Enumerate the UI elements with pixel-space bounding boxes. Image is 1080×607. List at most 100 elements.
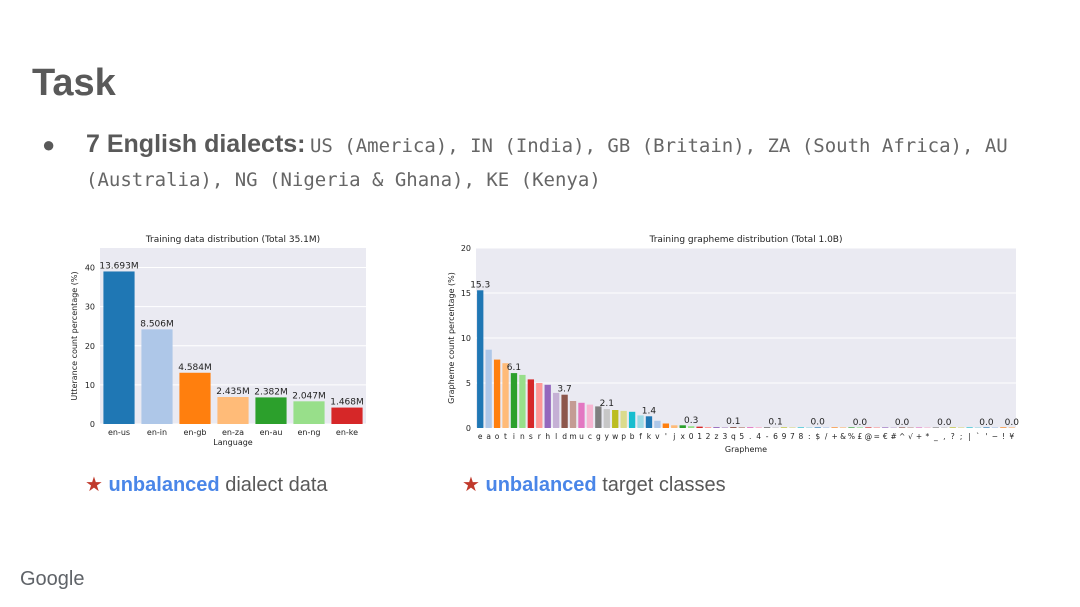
- x-axis-label: Language: [213, 438, 253, 447]
- x-tick-label: b: [630, 432, 635, 441]
- x-tick-label: p: [621, 432, 626, 441]
- bar: [983, 427, 990, 428]
- x-tick-label: `: [976, 432, 980, 441]
- caption-highlight: unbalanced: [108, 474, 220, 496]
- x-tick-label: w: [612, 432, 618, 441]
- bar: [485, 349, 492, 428]
- x-tick-label: √: [908, 432, 913, 441]
- data-label: 15.3: [470, 280, 490, 290]
- data-label: 0.0: [1005, 418, 1020, 428]
- bar: [713, 427, 720, 428]
- bar: [637, 415, 644, 428]
- y-axis-label: Utterance count percentage (%): [70, 271, 79, 400]
- bar: [569, 401, 577, 428]
- caption-target-classes: ★ unbalanced target classes: [462, 472, 726, 497]
- data-label: 0.1: [726, 417, 740, 427]
- bar: [797, 427, 805, 428]
- x-tick-label: −: [992, 432, 998, 441]
- x-tick-label: £: [858, 432, 863, 441]
- data-label: 0.0: [937, 418, 952, 428]
- dialect-distribution-chart: 0 10 20 30 40 en-us en-in en-gb en-za en-au en-ng e…: [70, 235, 366, 447]
- bar: [552, 392, 560, 428]
- caption-dialect-data: ★ unbalanced dialect data: [85, 472, 328, 497]
- bar: [671, 425, 678, 428]
- x-tick-label: 3: [723, 432, 728, 441]
- data-label: 0.1: [768, 418, 782, 428]
- x-tick-label: /: [825, 432, 828, 441]
- chart-title: Training data distribution (Total 35.1M): [145, 235, 320, 245]
- x-tick-label: !: [1002, 432, 1005, 441]
- bar: [586, 404, 594, 428]
- bar: [806, 427, 813, 428]
- x-tick-label: &: [840, 432, 846, 441]
- bar: [687, 426, 695, 428]
- y-tick-label: 30: [85, 303, 95, 312]
- x-tick-label: k: [647, 432, 652, 441]
- data-label: 4.584M: [178, 363, 212, 373]
- bar: [1008, 427, 1015, 428]
- bar: [789, 427, 796, 428]
- x-tick-label: en-in: [147, 428, 167, 437]
- bar: [941, 427, 948, 428]
- bar: [831, 427, 838, 428]
- x-tick-label: en-ke: [336, 428, 358, 437]
- bar: [957, 427, 965, 428]
- data-label: 2.1: [600, 399, 614, 409]
- bar: [755, 427, 762, 428]
- bar: [293, 401, 325, 424]
- y-axis-label: Grapheme count percentage (%): [447, 272, 456, 404]
- x-tick-label: 6: [773, 432, 778, 441]
- bar: [822, 427, 830, 428]
- bar: [730, 427, 737, 428]
- bar: [536, 383, 543, 428]
- x-tick-label: h: [545, 432, 550, 441]
- x-tick-label: €: [883, 432, 888, 441]
- data-label: 0.0: [853, 418, 868, 428]
- y-tick-label: 15: [461, 289, 471, 298]
- x-tick-label: r: [538, 432, 542, 441]
- bar: [612, 410, 619, 428]
- x-tick-label: m: [569, 432, 576, 441]
- x-tick-label: c: [588, 432, 592, 441]
- bar: [578, 402, 585, 428]
- data-label: 3.7: [557, 385, 571, 395]
- x-tick-label: 1: [697, 432, 702, 441]
- data-label: 0.0: [895, 418, 910, 428]
- x-tick-label: ': [985, 432, 987, 441]
- bar: [493, 359, 501, 428]
- x-tick-label: t: [504, 432, 507, 441]
- bar: [763, 427, 771, 428]
- caption-rest: target classes: [596, 474, 726, 496]
- x-axis-label: Grapheme: [725, 445, 767, 454]
- bar: [255, 397, 287, 424]
- x-tick-label: ¥: [1009, 432, 1014, 441]
- x-tick-label: 7: [790, 432, 795, 441]
- data-label: 8.506M: [140, 319, 174, 329]
- y-tick-label: 0: [90, 420, 95, 429]
- bar: [890, 427, 897, 428]
- x-tick-label: _: [933, 432, 938, 441]
- bar: [696, 426, 703, 428]
- caption-rest: dialect data: [219, 474, 328, 496]
- y-tick-label: 40: [85, 264, 95, 273]
- x-tick-label: f: [639, 432, 642, 441]
- data-label: 2.382M: [254, 387, 288, 397]
- bullet-point: ● 7 English dialects: US (America), IN (…: [42, 128, 1052, 198]
- bar: [991, 427, 999, 428]
- x-tick-label: en-au: [260, 428, 283, 437]
- bar: [561, 394, 568, 428]
- x-tick-label: ^: [899, 432, 905, 441]
- y-tick-label: 10: [85, 381, 95, 390]
- bar: [974, 427, 982, 428]
- x-tick-label: 5: [739, 432, 744, 441]
- x-tick-label: ': [665, 432, 667, 441]
- x-tick-label: y: [605, 432, 610, 441]
- bar: [814, 427, 821, 428]
- bar: [932, 427, 940, 428]
- bar: [882, 427, 889, 428]
- bar: [645, 416, 653, 428]
- bar: [721, 427, 729, 428]
- bar: [519, 374, 526, 428]
- x-tick-label: #: [891, 432, 897, 441]
